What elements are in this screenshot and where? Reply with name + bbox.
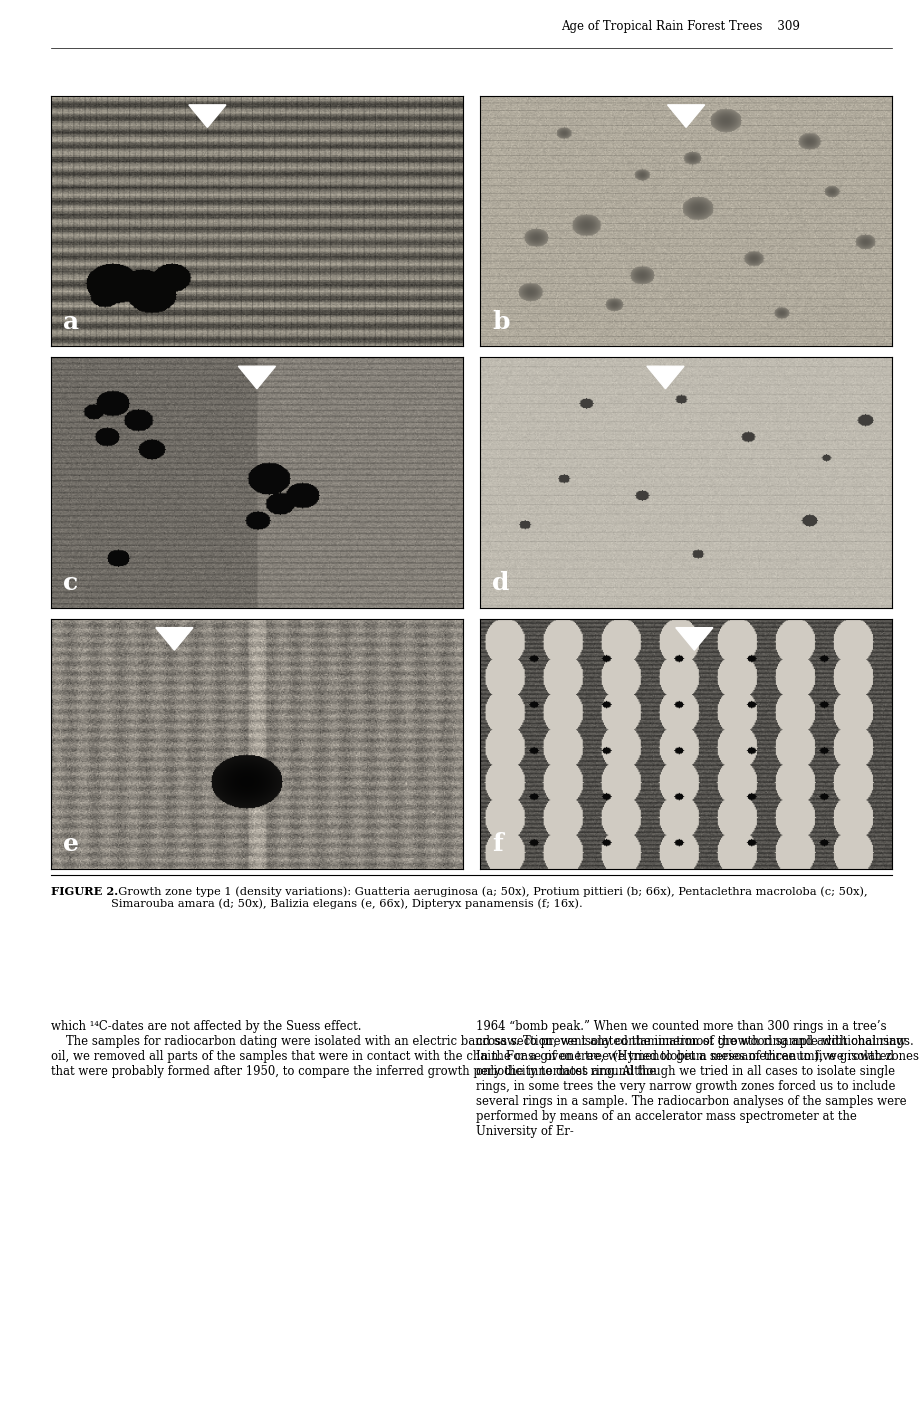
Text: d: d bbox=[492, 571, 509, 595]
Text: a: a bbox=[62, 309, 79, 333]
Polygon shape bbox=[188, 105, 226, 127]
Text: Age of Tropical Rain Forest Trees    309: Age of Tropical Rain Forest Trees 309 bbox=[561, 20, 800, 32]
Polygon shape bbox=[155, 627, 193, 650]
Text: b: b bbox=[492, 309, 509, 333]
Text: e: e bbox=[62, 832, 79, 856]
Text: 1964 “bomb peak.” When we counted more than 300 rings in a tree’s cross section,: 1964 “bomb peak.” When we counted more t… bbox=[476, 1020, 913, 1139]
Text: Growth zone type 1 (density variations): Guatteria aeruginosa (a; 50x), Protium : Growth zone type 1 (density variations):… bbox=[111, 886, 867, 909]
Polygon shape bbox=[646, 366, 684, 389]
Text: which ¹⁴C-dates are not affected by the Suess effect.
    The samples for radioc: which ¹⁴C-dates are not affected by the … bbox=[51, 1020, 917, 1078]
Polygon shape bbox=[675, 627, 712, 650]
Text: f: f bbox=[492, 832, 503, 856]
Polygon shape bbox=[667, 105, 704, 127]
Polygon shape bbox=[238, 366, 275, 389]
Text: FIGURE 2.: FIGURE 2. bbox=[51, 886, 118, 897]
Text: c: c bbox=[62, 571, 78, 595]
